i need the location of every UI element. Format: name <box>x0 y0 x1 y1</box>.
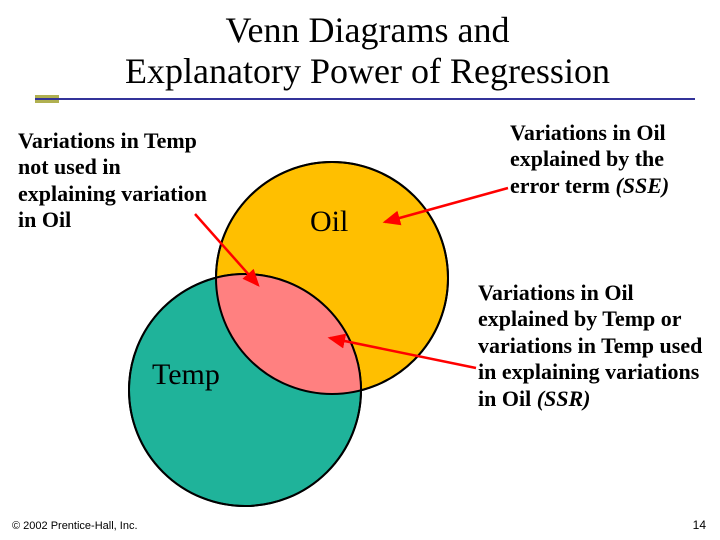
temp-label: Temp <box>152 358 220 392</box>
footer-copyright: © 2002 Prentice-Hall, Inc. <box>12 520 138 532</box>
slide: Venn Diagrams and Explanatory Power of R… <box>0 0 720 540</box>
oil-label: Oil <box>310 205 348 239</box>
venn-diagram <box>0 0 720 540</box>
footer-page-number: 14 <box>693 518 706 532</box>
